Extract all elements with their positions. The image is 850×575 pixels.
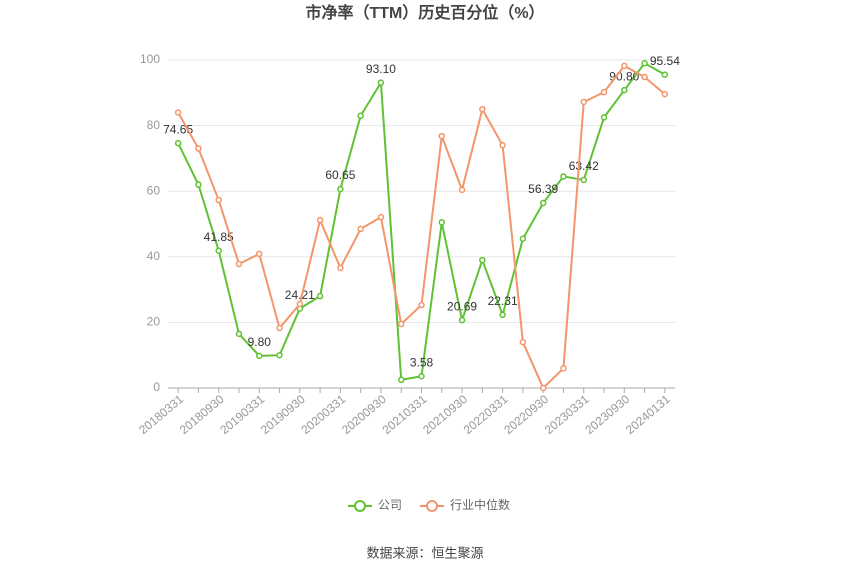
data-label: 20.69 <box>447 299 477 313</box>
point <box>316 216 324 224</box>
point <box>174 109 182 116</box>
point <box>580 98 587 106</box>
series-line <box>177 61 666 381</box>
point <box>195 181 202 188</box>
y-tick-label: 80 <box>147 118 161 132</box>
point <box>397 320 405 328</box>
data-label: 90.80 <box>609 69 639 83</box>
point <box>195 145 202 152</box>
legend-label: 行业中位数 <box>450 497 510 512</box>
data-label: 74.65 <box>163 122 193 136</box>
point <box>458 316 466 324</box>
point <box>539 199 547 207</box>
y-tick-label: 100 <box>140 52 160 66</box>
point <box>357 112 364 120</box>
point <box>621 62 628 70</box>
point <box>519 235 527 243</box>
point <box>560 365 567 372</box>
point <box>438 132 446 140</box>
point <box>458 186 466 194</box>
y-tick-label: 20 <box>147 315 161 329</box>
point <box>499 142 506 149</box>
legend-label: 公司 <box>378 498 402 512</box>
legend-marker <box>426 500 439 512</box>
y-tick-label: 0 <box>153 380 160 394</box>
point <box>215 196 222 204</box>
legend-marker <box>354 500 366 512</box>
point <box>418 301 425 309</box>
point <box>418 373 425 380</box>
x-tick-label: 20240131 <box>623 392 673 437</box>
point <box>438 219 446 226</box>
y-tick-label: 60 <box>147 183 161 197</box>
point <box>580 176 587 184</box>
point <box>539 384 547 392</box>
point <box>397 376 405 384</box>
point <box>621 86 628 94</box>
point <box>479 105 486 113</box>
point <box>215 247 222 254</box>
point <box>600 114 608 121</box>
point <box>519 338 527 346</box>
point <box>661 71 669 78</box>
point <box>377 79 385 86</box>
point <box>641 60 648 67</box>
data-label: 3.58 <box>410 355 434 369</box>
point <box>337 185 344 193</box>
data-label: 93.10 <box>366 62 396 76</box>
source: 数据来源：恒生聚源 <box>366 545 483 560</box>
point <box>256 352 263 360</box>
point <box>235 260 243 268</box>
point <box>276 324 283 332</box>
data-label: 95.54 <box>650 54 680 68</box>
point <box>276 351 283 359</box>
point <box>337 264 344 272</box>
data-label: 41.85 <box>204 230 234 244</box>
data-label: 63.42 <box>569 159 599 173</box>
point <box>560 173 567 180</box>
chart-title: 市净率（TTM）历史百分位（%） <box>305 3 544 22</box>
point <box>357 225 364 233</box>
point <box>661 90 669 98</box>
point <box>316 292 324 300</box>
point <box>235 330 243 338</box>
data-label: 22.31 <box>488 294 518 308</box>
point <box>296 300 304 308</box>
point <box>479 256 486 264</box>
point <box>174 139 182 147</box>
point <box>377 213 385 221</box>
y-tick-label: 40 <box>147 249 161 263</box>
point <box>256 250 263 258</box>
data-label: 24.21 <box>285 288 315 302</box>
point <box>499 311 506 319</box>
data-label: 60.65 <box>325 168 355 182</box>
point <box>641 73 648 81</box>
data-label: 9.80 <box>248 335 272 349</box>
point <box>600 88 608 96</box>
data-label: 56.39 <box>528 182 558 196</box>
